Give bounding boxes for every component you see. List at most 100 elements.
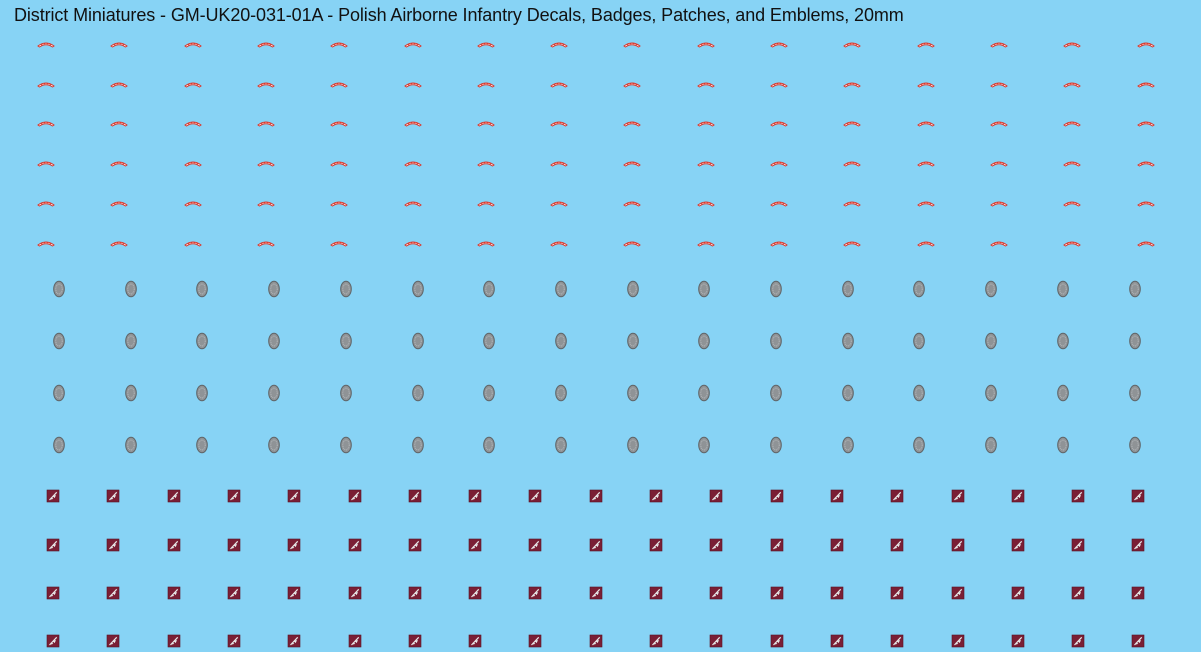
parachute-eagle-patch-icon [830,586,844,600]
eagle-oval-badge-icon [339,280,352,298]
eagle-oval-badge-icon [1056,384,1069,402]
eagle-oval-badge-icon [196,332,209,350]
poland-shoulder-title-icon [843,199,862,207]
eagle-oval-badge-icon [770,436,782,454]
parachute-eagle-patch-icon [709,489,723,503]
poland-shoulder-title-icon [183,199,202,207]
eagle-oval-badge-icon [483,436,495,454]
poland-shoulder-title-icon [476,41,495,48]
poland-shoulder-title-icon [476,199,495,207]
eagle-oval-badge-icon [626,332,639,350]
poland-shoulder-title-icon [623,41,642,48]
poland-shoulder-title-icon [916,41,935,48]
poland-shoulder-title-icon [696,120,715,127]
parachute-eagle-patch-icon [589,586,602,600]
parachute-eagle-patch-icon [106,634,120,648]
poland-shoulder-title-icon [550,120,568,127]
poland-shoulder-title-icon [476,120,495,127]
poland-shoulder-title-icon [476,80,495,88]
eagle-oval-badge-icon [698,332,711,350]
eagle-oval-badge-icon [483,384,495,402]
parachute-eagle-patch-icon [890,489,904,503]
eagle-oval-badge-icon [53,280,65,298]
eagle-oval-badge-icon [1056,436,1069,454]
parachute-eagle-patch-icon [649,634,663,648]
sheet-title: District Miniatures - GM-UK20-031-01A - … [14,5,904,25]
poland-shoulder-title-icon [916,120,935,127]
parachute-eagle-patch-icon [709,634,723,648]
poland-shoulder-title-icon [990,41,1008,48]
poland-shoulder-title-icon [37,41,55,48]
poland-shoulder-title-icon [37,80,55,88]
parachute-eagle-patch-icon [830,538,844,552]
poland-shoulder-title-icon [257,120,275,127]
poland-shoulder-title-icon [1063,160,1082,167]
parachute-eagle-patch-icon [468,489,482,503]
poland-shoulder-title-icon [330,41,349,48]
eagle-oval-badge-icon [196,280,209,298]
eagle-oval-badge-icon [555,332,567,350]
parachute-eagle-patch-icon [770,489,783,503]
eagle-oval-badge-icon [985,436,997,454]
poland-shoulder-title-icon [257,239,275,246]
poland-shoulder-title-icon [403,41,422,48]
parachute-eagle-patch-icon [951,634,964,648]
eagle-oval-badge-icon [268,332,280,350]
parachute-eagle-patch-icon [709,538,723,552]
poland-shoulder-title-icon [623,239,642,246]
parachute-eagle-patch-icon [529,489,542,503]
poland-shoulder-title-icon [257,160,275,167]
poland-shoulder-title-icon [1136,80,1155,88]
poland-shoulder-title-icon [330,120,349,127]
parachute-eagle-patch-icon [951,538,964,552]
eagle-oval-badge-icon [53,436,65,454]
parachute-eagle-patch-icon [589,538,602,552]
poland-shoulder-title-icon [696,80,715,88]
poland-shoulder-title-icon [183,160,202,167]
poland-shoulder-title-icon [623,120,642,127]
eagle-oval-badge-icon [698,436,711,454]
poland-shoulder-title-icon [770,41,788,48]
parachute-eagle-patch-icon [951,489,964,503]
eagle-oval-badge-icon [841,384,854,402]
poland-shoulder-title-icon [1136,120,1155,127]
poland-shoulder-title-icon [330,80,349,88]
poland-shoulder-title-icon [990,160,1008,167]
poland-shoulder-title-icon [1063,239,1082,246]
parachute-eagle-patch-icon [46,586,60,600]
poland-shoulder-title-icon [403,160,422,167]
poland-shoulder-title-icon [257,41,275,48]
poland-shoulder-title-icon [770,120,788,127]
poland-shoulder-title-icon [110,80,129,88]
poland-shoulder-title-icon [990,80,1008,88]
parachute-eagle-patch-icon [46,489,60,503]
poland-shoulder-title-icon [916,239,935,246]
parachute-eagle-patch-icon [1071,538,1085,552]
eagle-oval-badge-icon [124,384,137,402]
parachute-eagle-patch-icon [1132,538,1145,552]
parachute-eagle-patch-icon [106,489,120,503]
poland-shoulder-title-icon [330,239,349,246]
eagle-oval-badge-icon [913,384,926,402]
poland-shoulder-title-icon [110,41,129,48]
poland-shoulder-title-icon [623,199,642,207]
parachute-eagle-patch-icon [348,586,361,600]
eagle-oval-badge-icon [411,384,424,402]
parachute-eagle-patch-icon [408,586,422,600]
eagle-oval-badge-icon [985,384,997,402]
poland-shoulder-title-icon [770,160,788,167]
poland-shoulder-title-icon [770,239,788,246]
eagle-oval-badge-icon [555,280,567,298]
parachute-eagle-patch-icon [649,538,663,552]
poland-shoulder-title-icon [1063,120,1082,127]
parachute-eagle-patch-icon [589,634,602,648]
parachute-eagle-patch-icon [830,634,844,648]
parachute-eagle-patch-icon [167,489,180,503]
parachute-eagle-patch-icon [287,538,301,552]
eagle-oval-badge-icon [913,436,926,454]
poland-shoulder-title-icon [403,120,422,127]
eagle-oval-badge-icon [555,436,567,454]
eagle-oval-badge-icon [268,280,280,298]
parachute-eagle-patch-icon [227,634,241,648]
